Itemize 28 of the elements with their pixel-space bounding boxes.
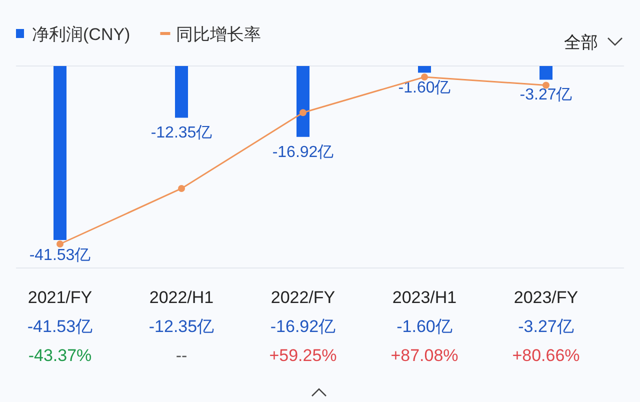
x-tick-label: 2023/FY	[514, 288, 578, 307]
data-label: --	[176, 346, 188, 365]
x-tick-label: 2023/H1	[392, 288, 457, 307]
data-label: -12.35亿	[148, 317, 214, 336]
legend-item: 净利润(CNY)	[16, 25, 130, 44]
data-label: -43.37%	[28, 346, 92, 365]
point	[178, 184, 185, 192]
data-label: -16.92亿	[270, 317, 336, 336]
data-label: +59.25%	[269, 346, 337, 365]
x-tick-label: 2022/H1	[149, 288, 214, 307]
data-label: -1.60亿	[396, 317, 452, 336]
text: -1.60亿	[398, 80, 451, 97]
point	[300, 109, 306, 116]
data-label: -3.27亿	[518, 317, 574, 336]
text: -3.27亿	[520, 86, 572, 104]
data-label: +80.66%	[512, 346, 580, 365]
text: -12.35亿	[150, 124, 212, 142]
text: -16.92亿	[272, 144, 334, 161]
legend-label: 同比增长率	[176, 25, 262, 44]
data-label: -41.53亿	[27, 317, 93, 336]
point	[421, 74, 428, 80]
x-tick-label: 2021/FY	[28, 288, 92, 307]
legend-item: 同比增长率	[160, 25, 262, 44]
text: 全部	[564, 33, 598, 52]
text: -41.53亿	[29, 247, 91, 264]
data-label: +87.08%	[390, 346, 458, 365]
x-tick-label: 2022/FY	[270, 288, 336, 307]
point	[56, 240, 64, 248]
